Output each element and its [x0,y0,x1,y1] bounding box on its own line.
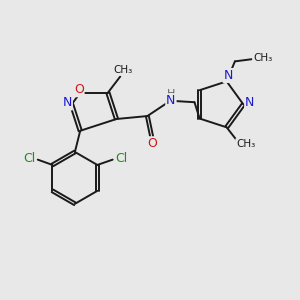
Text: H: H [167,89,175,99]
Text: CH₃: CH₃ [253,53,272,63]
Text: CH₃: CH₃ [113,65,132,75]
Text: Cl: Cl [116,152,128,165]
Text: CH₃: CH₃ [236,139,255,149]
Text: N: N [224,69,233,82]
Text: N: N [245,96,254,110]
Text: O: O [147,137,157,150]
Text: N: N [62,97,72,110]
Text: N: N [166,94,176,107]
Text: Cl: Cl [23,152,35,165]
Text: O: O [74,83,84,96]
